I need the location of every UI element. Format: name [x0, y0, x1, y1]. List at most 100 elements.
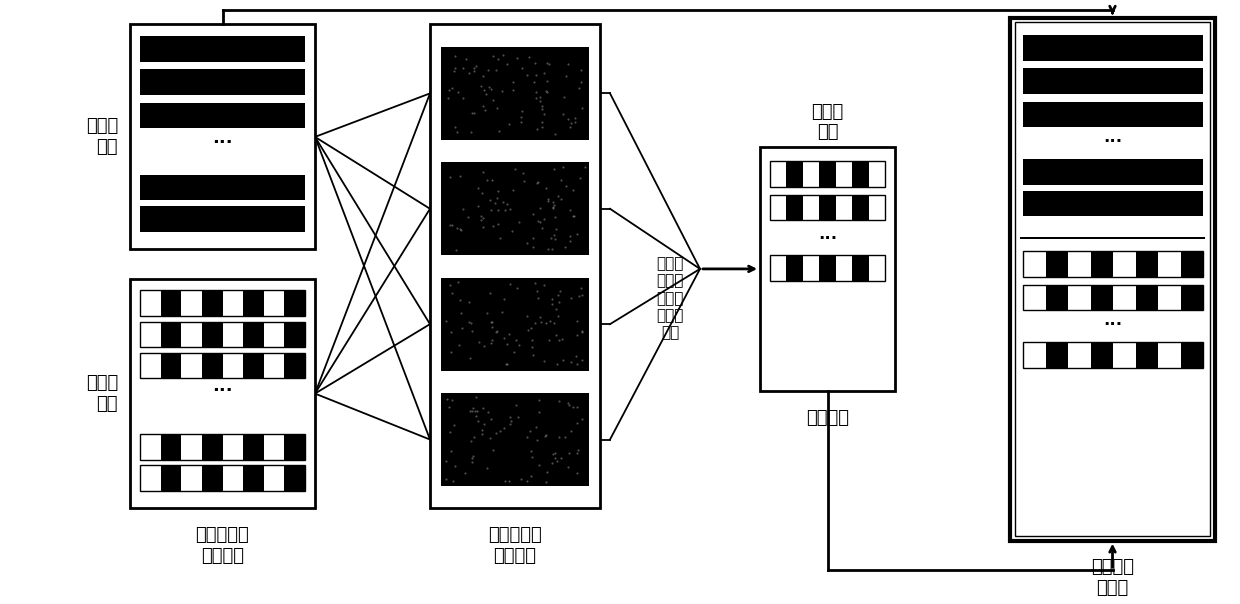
- Text: 原始的
数据: 原始的 数据: [86, 118, 118, 156]
- Bar: [284, 434, 305, 460]
- Bar: [1068, 342, 1090, 368]
- Bar: [202, 353, 222, 379]
- Text: 构建新的
数据集: 构建新的 数据集: [1091, 558, 1135, 597]
- Bar: [140, 291, 305, 316]
- Bar: [140, 434, 305, 460]
- Bar: [786, 255, 802, 281]
- Bar: [1068, 251, 1090, 277]
- Bar: [836, 194, 852, 220]
- Bar: [181, 434, 202, 460]
- Bar: [140, 322, 161, 347]
- Bar: [222, 353, 243, 379]
- Bar: [243, 434, 264, 460]
- Text: ···: ···: [818, 230, 837, 248]
- Bar: [1023, 284, 1045, 310]
- Bar: [202, 291, 222, 316]
- Bar: [868, 161, 885, 187]
- Bar: [1011, 18, 1215, 541]
- Bar: [284, 322, 305, 347]
- Bar: [243, 353, 264, 379]
- Bar: [1023, 159, 1203, 185]
- Bar: [441, 162, 589, 255]
- Bar: [130, 278, 315, 509]
- Bar: [770, 255, 786, 281]
- Text: 利用原始的
数据训练: 利用原始的 数据训练: [196, 526, 249, 565]
- Bar: [222, 466, 243, 491]
- Bar: [140, 175, 305, 201]
- Text: 选择每
次都能
被正确
分类的
数据: 选择每 次都能 被正确 分类的 数据: [656, 256, 683, 341]
- Bar: [202, 322, 222, 347]
- Bar: [140, 434, 161, 460]
- Bar: [202, 466, 222, 491]
- Bar: [770, 194, 885, 220]
- Bar: [1045, 251, 1068, 277]
- Bar: [1114, 342, 1136, 368]
- Bar: [802, 194, 820, 220]
- Bar: [868, 194, 885, 220]
- Bar: [441, 393, 589, 486]
- Bar: [1023, 342, 1045, 368]
- Bar: [760, 147, 895, 391]
- Bar: [140, 36, 305, 62]
- Bar: [161, 353, 181, 379]
- Bar: [1136, 251, 1158, 277]
- Bar: [770, 255, 885, 281]
- Bar: [1023, 251, 1045, 277]
- Bar: [441, 278, 589, 371]
- Bar: [140, 466, 305, 491]
- Bar: [1023, 342, 1203, 368]
- Bar: [1114, 251, 1136, 277]
- Bar: [140, 322, 305, 347]
- Bar: [820, 255, 836, 281]
- Bar: [802, 161, 820, 187]
- Bar: [140, 466, 161, 491]
- Bar: [1090, 284, 1114, 310]
- Bar: [786, 194, 802, 220]
- Bar: [202, 434, 222, 460]
- Bar: [161, 322, 181, 347]
- Bar: [1023, 284, 1203, 310]
- Bar: [802, 255, 820, 281]
- Bar: [441, 47, 589, 140]
- Bar: [770, 161, 885, 187]
- Bar: [868, 255, 885, 281]
- Bar: [1180, 251, 1203, 277]
- Bar: [770, 194, 786, 220]
- Bar: [161, 434, 181, 460]
- Bar: [1158, 284, 1180, 310]
- Bar: [181, 291, 202, 316]
- Bar: [770, 161, 786, 187]
- Bar: [161, 466, 181, 491]
- Bar: [786, 161, 802, 187]
- Text: 生成的
数据: 生成的 数据: [86, 374, 118, 413]
- Bar: [243, 466, 264, 491]
- Bar: [140, 353, 161, 379]
- Bar: [161, 291, 181, 316]
- Bar: [222, 291, 243, 316]
- Bar: [430, 24, 600, 509]
- Bar: [1023, 35, 1203, 60]
- Bar: [222, 322, 243, 347]
- Bar: [852, 161, 868, 187]
- Bar: [140, 291, 161, 316]
- Bar: [264, 466, 284, 491]
- Bar: [181, 353, 202, 379]
- Bar: [284, 291, 305, 316]
- Bar: [222, 434, 243, 460]
- Bar: [264, 353, 284, 379]
- Bar: [1180, 342, 1203, 368]
- Bar: [140, 353, 305, 379]
- Bar: [264, 291, 284, 316]
- Bar: [243, 322, 264, 347]
- Bar: [1180, 284, 1203, 310]
- Bar: [1023, 68, 1203, 94]
- Text: ···: ···: [1102, 316, 1122, 334]
- Bar: [1090, 342, 1114, 368]
- Bar: [140, 69, 305, 95]
- Bar: [264, 434, 284, 460]
- Bar: [1090, 251, 1114, 277]
- Bar: [852, 255, 868, 281]
- Bar: [181, 466, 202, 491]
- Bar: [1023, 251, 1203, 277]
- Bar: [1068, 284, 1090, 310]
